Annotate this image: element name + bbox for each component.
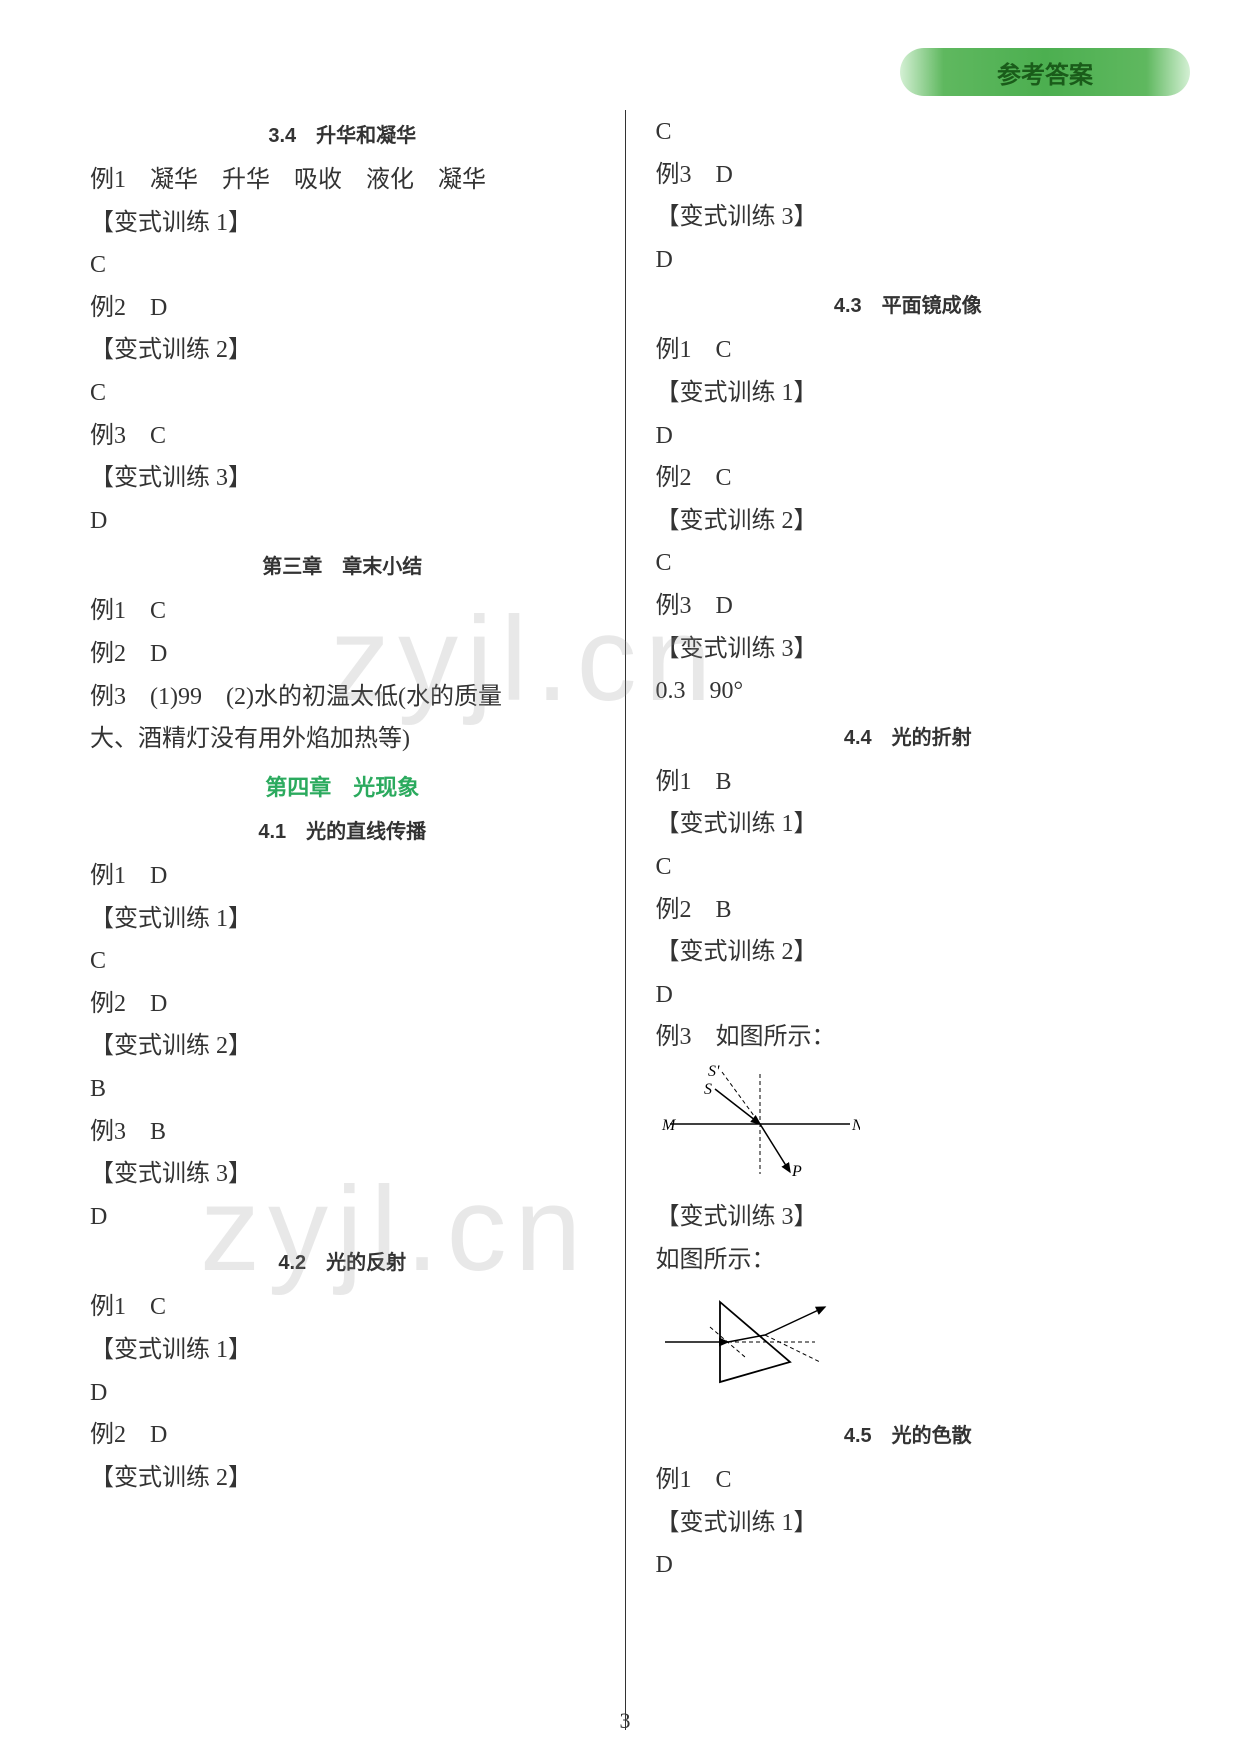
answer-line: 例3 B	[90, 1113, 595, 1153]
label-P: P	[791, 1163, 802, 1179]
page-body: 3.4 升华和凝华 例1 凝华 升华 吸收 液化 凝华 【变式训练 1】 C 例…	[90, 110, 1160, 1730]
answer-line: 例2 D	[90, 1416, 595, 1456]
section-title-4-3: 4.3 平面镜成像	[656, 290, 1161, 323]
answer-line: D	[656, 976, 1161, 1016]
answer-line: D	[656, 417, 1161, 457]
answer-line: 例3 C	[90, 417, 595, 457]
answer-line: 例3 D	[656, 156, 1161, 196]
section-title-4-2: 4.2 光的反射	[90, 1247, 595, 1280]
chapter-title-ch4: 第四章 光现象	[90, 770, 595, 806]
variant-label: 【变式训练 3】	[656, 630, 1161, 670]
variant-label: 【变式训练 1】	[90, 1331, 595, 1371]
label-M: M	[661, 1117, 677, 1134]
answer-line: 例1 C	[90, 1288, 595, 1328]
answer-line: 例1 C	[90, 592, 595, 632]
variant-label: 【变式训练 3】	[90, 1155, 595, 1195]
answer-line: 例1 B	[656, 763, 1161, 803]
answer-line: B	[90, 1070, 595, 1110]
variant-label: 【变式训练 1】	[90, 204, 595, 244]
section-title-4-1: 4.1 光的直线传播	[90, 816, 595, 849]
answer-line: 0.3 90°	[656, 672, 1161, 712]
variant-label: 【变式训练 2】	[90, 1027, 595, 1067]
variant-label: 【变式训练 3】	[90, 459, 595, 499]
answer-line: 例3 D	[656, 587, 1161, 627]
answer-line: 大、酒精灯没有用外焰加热等)	[90, 720, 595, 760]
variant-label: 【变式训练 2】	[90, 331, 595, 371]
left-column: 3.4 升华和凝华 例1 凝华 升华 吸收 液化 凝华 【变式训练 1】 C 例…	[90, 110, 626, 1730]
answer-line: C	[90, 374, 595, 414]
variant-label: 【变式训练 1】	[656, 374, 1161, 414]
answer-line: 例3 (1)99 (2)水的初温太低(水的质量	[90, 678, 595, 718]
variant-label: 【变式训练 2】	[656, 933, 1161, 973]
variant-label: 【变式训练 1】	[656, 1504, 1161, 1544]
answer-line: D	[656, 1546, 1161, 1586]
variant-label: 【变式训练 3】	[656, 198, 1161, 238]
right-column: C 例3 D 【变式训练 3】 D 4.3 平面镜成像 例1 C 【变式训练 1…	[626, 110, 1161, 1730]
answer-line: C	[656, 544, 1161, 584]
label-S: S	[704, 1081, 712, 1098]
variant-label: 【变式训练 2】	[90, 1459, 595, 1499]
answer-line: C	[90, 942, 595, 982]
label-Sp: S'	[708, 1064, 720, 1080]
answer-line: 例1 凝华 升华 吸收 液化 凝华	[90, 161, 595, 201]
variant-label: 【变式训练 3】	[656, 1198, 1161, 1238]
section-title-4-4: 4.4 光的折射	[656, 722, 1161, 755]
section-title-ch3-summary: 第三章 章末小结	[90, 551, 595, 584]
refraction-diagram-1: M N S S' P	[660, 1064, 1161, 1193]
variant-label: 【变式训练 1】	[656, 805, 1161, 845]
answer-line: D	[90, 1374, 595, 1414]
answer-line: C	[656, 113, 1161, 153]
answer-line: D	[90, 1198, 595, 1238]
answer-line: 例1 C	[656, 331, 1161, 371]
page-number: 3	[620, 1708, 631, 1734]
section-title-4-5: 4.5 光的色散	[656, 1420, 1161, 1453]
answer-line: D	[90, 502, 595, 542]
answer-line: 例1 D	[90, 857, 595, 897]
header-badge: 参考答案	[900, 48, 1190, 96]
label-N: N	[851, 1117, 860, 1134]
answer-line: 例1 C	[656, 1461, 1161, 1501]
answer-line: 例3 如图所示：	[656, 1018, 1161, 1058]
answer-line: 例2 D	[90, 985, 595, 1025]
prism-diagram	[660, 1287, 1161, 1411]
answer-line: 例2 D	[90, 635, 595, 675]
answer-line: 例2 D	[90, 289, 595, 329]
header-badge-text: 参考答案	[997, 55, 1093, 90]
answer-line: D	[656, 241, 1161, 281]
section-title-3-4: 3.4 升华和凝华	[90, 120, 595, 153]
answer-line: C	[656, 848, 1161, 888]
variant-label: 【变式训练 2】	[656, 502, 1161, 542]
answer-line: 如图所示：	[656, 1241, 1161, 1281]
answer-line: 例2 B	[656, 891, 1161, 931]
answer-line: C	[90, 246, 595, 286]
variant-label: 【变式训练 1】	[90, 900, 595, 940]
answer-line: 例2 C	[656, 459, 1161, 499]
